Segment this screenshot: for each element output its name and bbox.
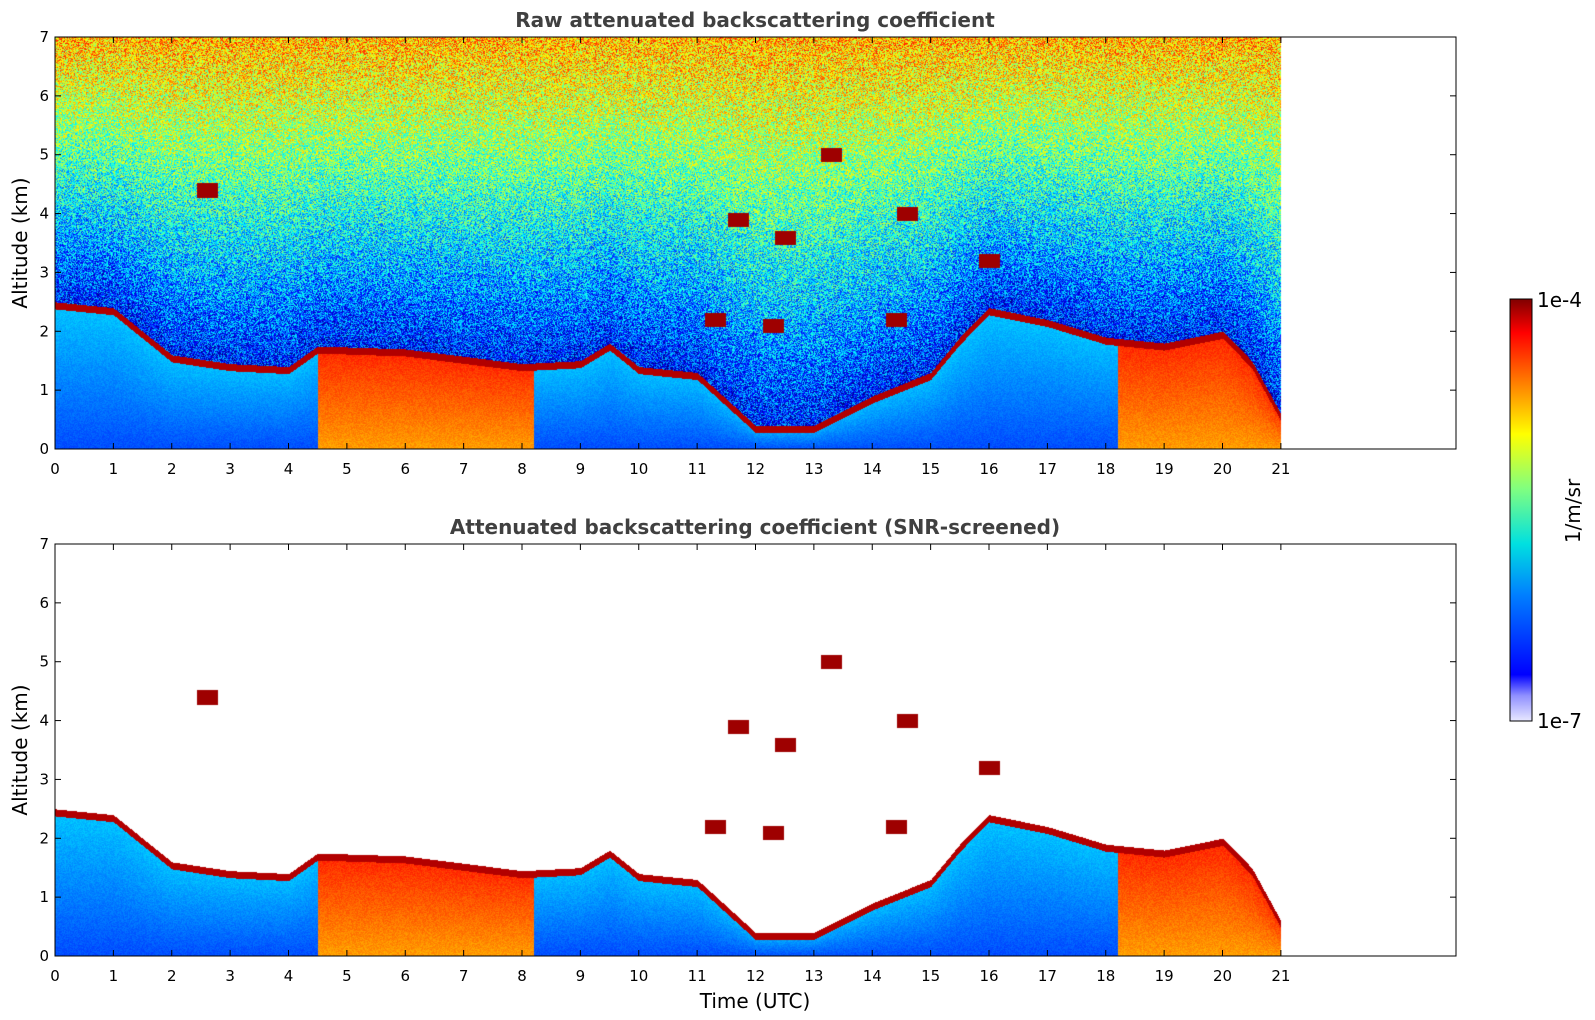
x-tick-label: 3: [225, 460, 235, 478]
x-tick-label: 14: [863, 967, 882, 985]
x-tick-label: 4: [284, 460, 294, 478]
x-tick-label: 18: [1096, 967, 1115, 985]
x-tick-label: 17: [1038, 460, 1057, 478]
colorbar-min-label: 1e-7: [1537, 709, 1582, 733]
panel-screened-axes: 0 1 2 3 4 5 6 7 8 9 10 11 12 13 14 15 16 17 18 19 20 21012345…: [39, 535, 1456, 985]
y-tick-label: 6: [39, 87, 49, 105]
x-tick-label: 17: [1038, 967, 1057, 985]
y-tick-label: 1: [39, 381, 49, 399]
x-tick-label: 8: [517, 967, 527, 985]
x-tick-label: 15: [921, 460, 940, 478]
x-tick-label: 15: [921, 967, 940, 985]
x-tick-label: 20: [1213, 460, 1232, 478]
x-tick-label: 0: [50, 967, 60, 985]
x-tick-label: 5: [342, 460, 352, 478]
y-tick-label: 3: [39, 263, 49, 281]
panel-screened-xlabel: Time (UTC): [699, 989, 811, 1013]
x-tick-label: 11: [688, 460, 707, 478]
y-tick-label: 7: [39, 535, 49, 553]
colorbar-max-label: 1e-4: [1537, 288, 1582, 312]
colorbar-bar: [1509, 298, 1533, 722]
y-tick-label: 7: [39, 28, 49, 46]
y-tick-label: 1: [39, 888, 49, 906]
x-tick-label: 2: [167, 967, 177, 985]
x-tick-label: 12: [746, 967, 765, 985]
x-tick-label: 6: [400, 967, 410, 985]
y-tick-label: 5: [39, 653, 49, 671]
y-tick-label: 0: [39, 440, 49, 458]
x-tick-label: 16: [979, 460, 998, 478]
y-tick-label: 5: [39, 146, 49, 164]
x-tick-label: 19: [1155, 967, 1174, 985]
panel-raw-title: Raw attenuated backscattering coefficien…: [515, 8, 995, 32]
panel-screened-heatmap: [55, 544, 1456, 956]
x-tick-label: 5: [342, 967, 352, 985]
x-tick-label: 9: [576, 460, 586, 478]
x-tick-label: 10: [629, 460, 648, 478]
colorbar-unit-label: 1/m/sr: [1561, 478, 1585, 543]
y-tick-label: 2: [39, 829, 49, 847]
y-tick-label: 2: [39, 322, 49, 340]
panel-screened: Attenuated backscattering coefficient (S…: [8, 515, 1457, 1013]
panel-raw-heatmap: [55, 37, 1456, 449]
x-tick-label: 0: [50, 460, 60, 478]
colorbar: 1e-4 1e-7 1/m/sr: [1509, 288, 1585, 733]
y-tick-label: 4: [39, 205, 49, 223]
x-tick-label: 8: [517, 460, 527, 478]
x-tick-label: 9: [576, 967, 586, 985]
x-tick-label: 18: [1096, 460, 1115, 478]
x-tick-label: 1: [109, 967, 119, 985]
x-tick-label: 7: [459, 460, 469, 478]
x-tick-label: 21: [1271, 967, 1290, 985]
panel-raw: Raw attenuated backscattering coefficien…: [8, 8, 1457, 478]
y-tick-label: 6: [39, 594, 49, 612]
y-tick-label: 4: [39, 712, 49, 730]
x-tick-label: 13: [804, 967, 823, 985]
x-tick-label: 7: [459, 967, 469, 985]
x-tick-label: 16: [979, 967, 998, 985]
x-tick-label: 1: [109, 460, 119, 478]
panel-raw-ylabel: Altitude (km): [8, 177, 32, 308]
y-tick-label: 3: [39, 770, 49, 788]
x-tick-label: 6: [400, 460, 410, 478]
panel-raw-axes: 0 1 2 3 4 5 6 7 8 9 10 11 12 13 14 15 16 17 18 19 20 21012345…: [39, 28, 1456, 478]
y-tick-label: 0: [39, 947, 49, 965]
x-tick-label: 2: [167, 460, 177, 478]
x-tick-label: 12: [746, 460, 765, 478]
x-tick-label: 11: [688, 967, 707, 985]
panel-screened-ylabel: Altitude (km): [8, 684, 32, 815]
x-tick-label: 20: [1213, 967, 1232, 985]
x-tick-label: 4: [284, 967, 294, 985]
x-tick-label: 14: [863, 460, 882, 478]
x-tick-label: 13: [804, 460, 823, 478]
panel-screened-title: Attenuated backscattering coefficient (S…: [450, 515, 1060, 539]
x-tick-label: 3: [225, 967, 235, 985]
x-tick-label: 21: [1271, 460, 1290, 478]
x-tick-label: 10: [629, 967, 648, 985]
x-tick-label: 19: [1155, 460, 1174, 478]
